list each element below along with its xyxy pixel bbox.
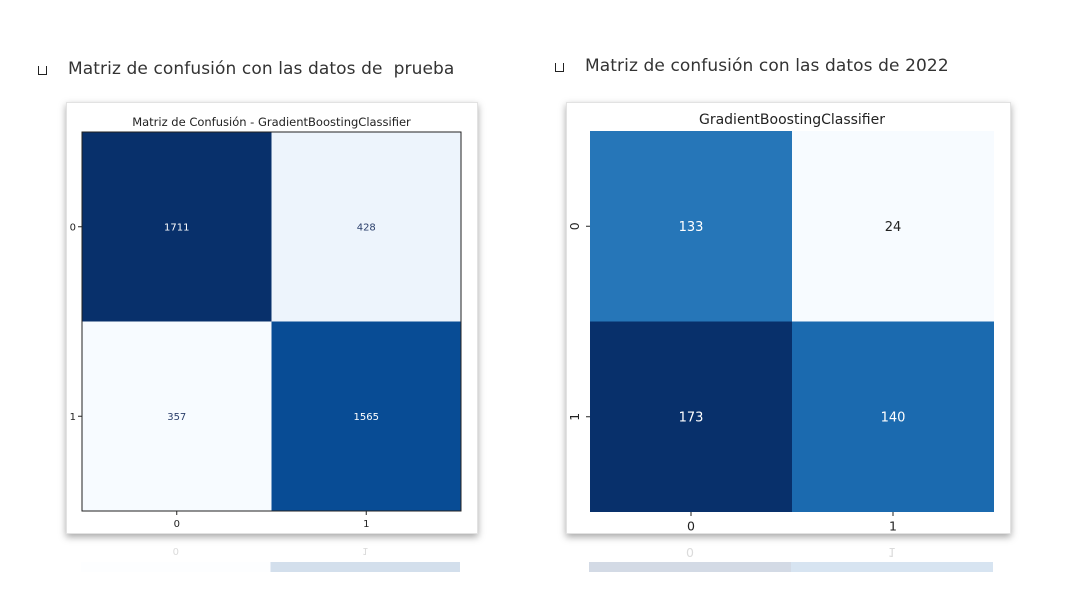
reflected-tick-label: 0: [686, 545, 694, 560]
y-tick-label: 0: [70, 222, 76, 233]
confusion-matrix-2022-chart: GradientBoostingClassifier 133 24 173 140 0 1 0…: [567, 112, 994, 534]
reflected-cell: [589, 562, 791, 572]
reflected-cell: [81, 562, 271, 572]
checkbox-bullet-icon: [555, 62, 564, 72]
heatmap-cell: [590, 321, 792, 512]
y-tick-label: 1: [567, 413, 582, 421]
bullet-item-2022-data: Matriz de confusión con las datos de 202…: [555, 56, 949, 76]
cell-value-label: 133: [679, 220, 704, 235]
x-tick-label: 0: [687, 519, 695, 534]
confusion-matrix-test-card: Matriz de Confusión - GradientBoostingCl…: [66, 102, 478, 534]
cell-value-label: 1711: [164, 222, 189, 233]
reflected-tick-label: 1: [362, 545, 368, 556]
confusion-matrix-2022-card: GradientBoostingClassifier 133 24 173 140 0 1 0…: [566, 102, 1011, 534]
bullet-label: Matriz de confusión con las datos de 202…: [585, 56, 949, 76]
plot-frame: [81, 131, 462, 512]
cell-value-label: 357: [167, 412, 186, 423]
bullet-label: Matriz de confusión con las datos de pru…: [68, 59, 455, 79]
heatmap-cell: [271, 132, 461, 322]
reflected-cell: [270, 562, 460, 572]
bullet-item-test-data: Matriz de confusión con las datos de pru…: [38, 59, 454, 79]
y-tick-label: 1: [70, 412, 76, 423]
cell-value-label: 24: [885, 220, 902, 235]
reflected-tick-label: 0: [173, 545, 179, 556]
confusion-matrix-test-chart: Matriz de Confusión - GradientBoostingCl…: [70, 115, 462, 530]
cell-value-label: 173: [679, 410, 704, 425]
checkbox-bullet-icon: [38, 65, 47, 75]
heatmap-cell: [590, 131, 792, 322]
heatmap-cell: [792, 131, 994, 322]
heatmap-cell: [82, 132, 272, 322]
y-tick-label: 0: [567, 222, 582, 230]
heatmap-cell: [82, 321, 272, 511]
reflected-cell: [791, 562, 993, 572]
chart-title: Matriz de Confusión - GradientBoostingCl…: [132, 115, 411, 129]
cell-value-label: 428: [357, 222, 376, 233]
cell-value-label: 1565: [354, 412, 379, 423]
x-tick-label: 1: [363, 519, 369, 530]
heatmap-cell: [271, 321, 461, 511]
reflected-tick-label: 1: [888, 545, 896, 560]
cell-value-label: 140: [881, 410, 906, 425]
chart-title: GradientBoostingClassifier: [699, 112, 885, 128]
heatmap-cell: [792, 321, 994, 512]
x-tick-label: 1: [889, 519, 897, 534]
x-tick-label: 0: [174, 519, 180, 530]
